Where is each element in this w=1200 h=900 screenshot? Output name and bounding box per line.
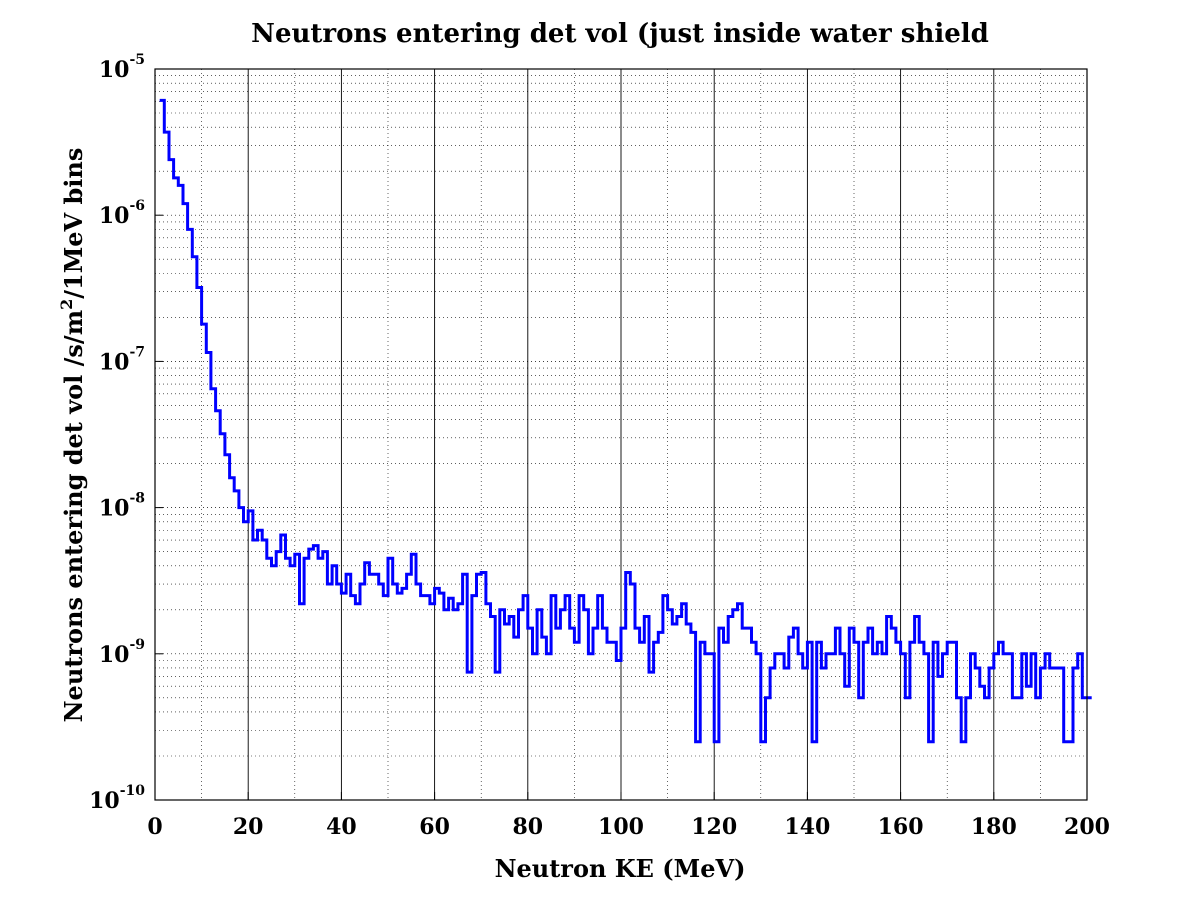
y-tick-exponent: -9	[129, 637, 145, 653]
y-tick-exponent: -5	[129, 52, 145, 68]
x-tick-label: 160	[878, 814, 924, 840]
y-tick-label: 10-10	[89, 783, 145, 814]
x-tick-label: 20	[233, 814, 264, 840]
major-gridlines	[155, 69, 1087, 800]
y-axis-label: Neutrons entering det vol /s/m2/1MeV bin…	[57, 148, 88, 723]
x-tick-label: 40	[326, 814, 357, 840]
x-tick-labels: 0 20 40 60 80 100 120 140 160 180 200	[147, 814, 1110, 840]
y-tick-exponent: -8	[129, 491, 145, 507]
y-tick-label: 10-9	[99, 637, 145, 668]
y-tick-exponent: -10	[120, 783, 146, 799]
y-tick-label: 10-5	[99, 52, 145, 83]
y-axis-label-prefix: Neutrons entering det vol /s/m	[59, 310, 88, 723]
x-tick-label: 0	[147, 814, 162, 840]
x-tick-label: 140	[784, 814, 830, 840]
x-tick-label: 200	[1064, 814, 1110, 840]
y-tick-base: 10	[99, 496, 130, 522]
x-tick-label: 100	[598, 814, 644, 840]
y-tick-label: 10-7	[99, 344, 145, 375]
minor-gridlines	[155, 69, 1087, 800]
y-tick-base: 10	[99, 349, 130, 375]
y-tick-exponent: -7	[129, 344, 145, 360]
x-tick-label: 120	[691, 814, 737, 840]
y-axis-label-suffix: /1MeV bins	[59, 148, 88, 299]
y-tick-exponent: -6	[129, 198, 145, 214]
y-tick-base: 10	[89, 788, 120, 814]
axis-ticks	[154, 68, 1088, 801]
x-tick-label: 60	[419, 814, 450, 840]
x-tick-label: 80	[512, 814, 543, 840]
y-tick-base: 10	[99, 57, 130, 83]
y-tick-base: 10	[99, 203, 130, 229]
series-line	[159, 98, 1092, 744]
y-axis-label-superscript: 2	[57, 299, 76, 310]
x-tick-label: 180	[971, 814, 1017, 840]
y-tick-base: 10	[99, 642, 130, 668]
y-tick-label: 10-8	[99, 491, 145, 522]
x-axis-label: Neutron KE (MeV)	[495, 854, 746, 883]
y-tick-label: 10-6	[99, 198, 145, 229]
chart-title: Neutrons entering det vol (just inside w…	[251, 19, 989, 49]
